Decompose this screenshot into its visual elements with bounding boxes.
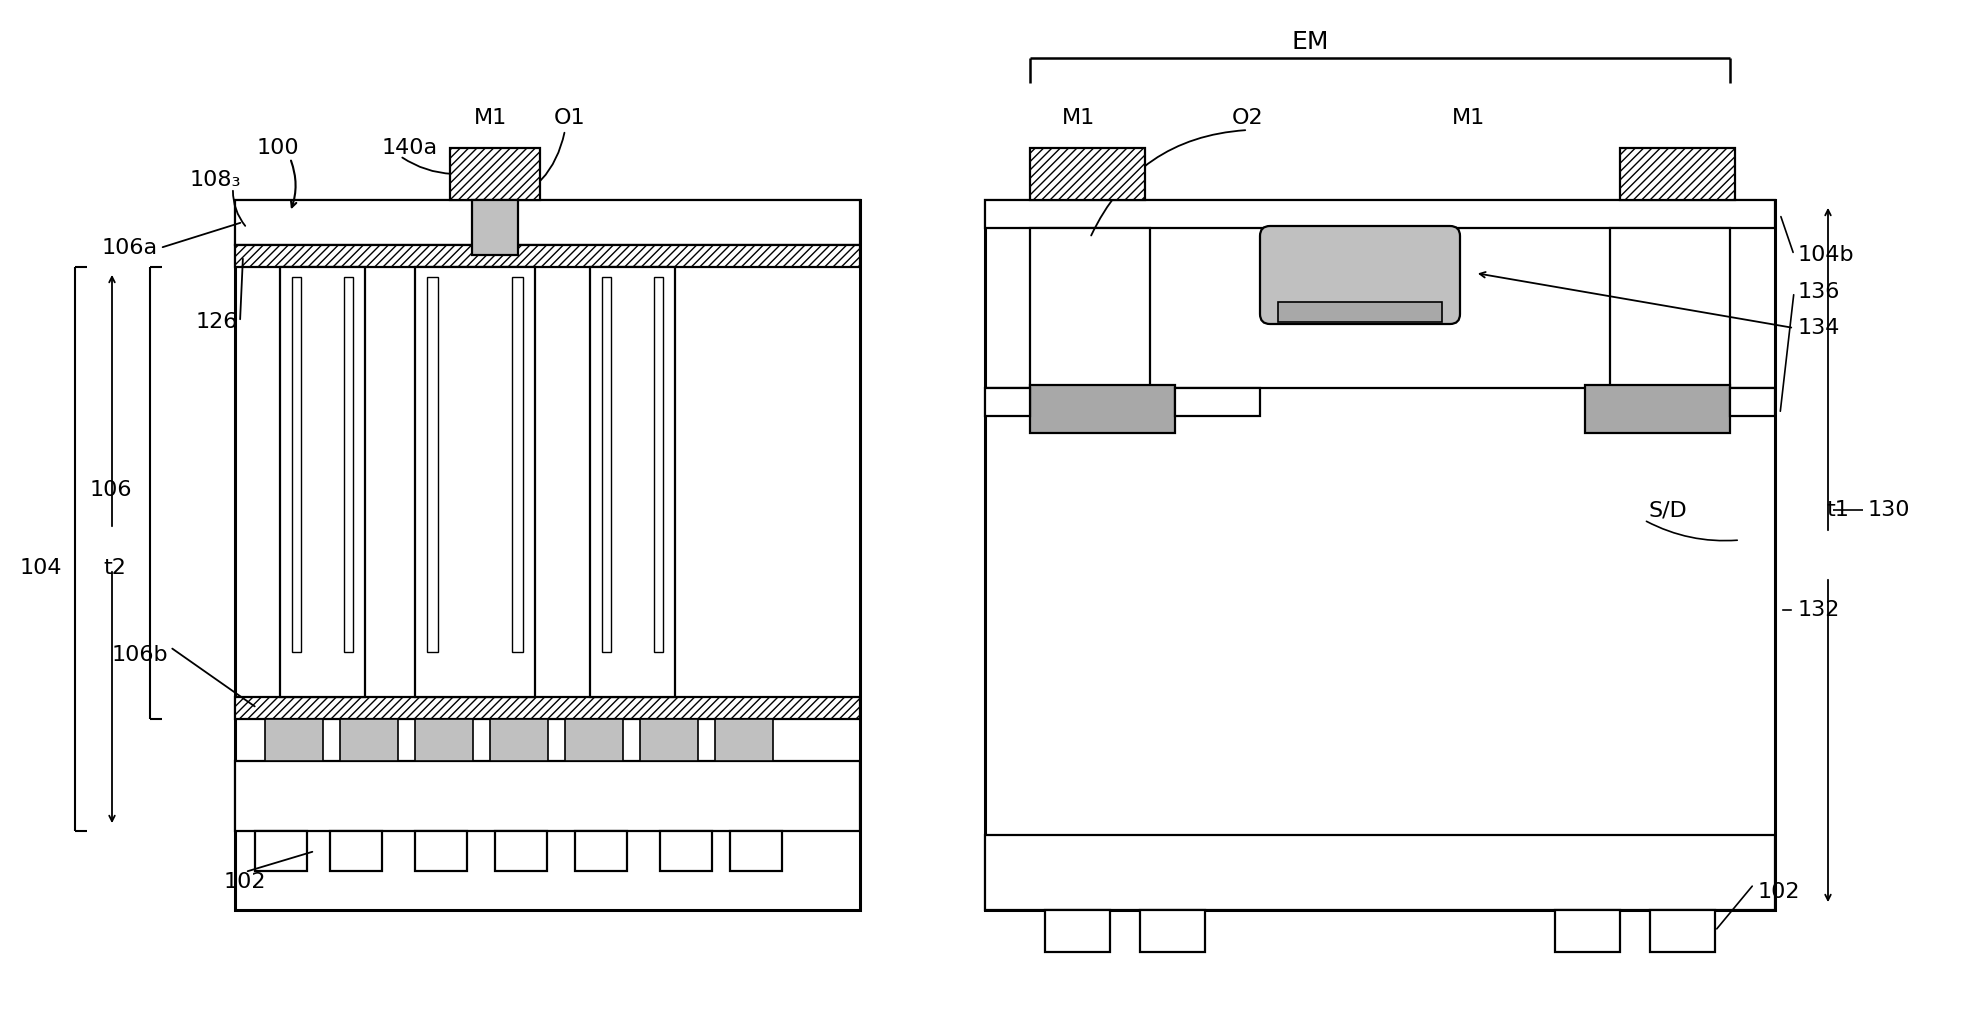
Bar [415, 267, 534, 697]
Bar [1279, 302, 1442, 322]
Bar [473, 200, 518, 255]
Bar [564, 719, 624, 761]
Text: 102: 102 [224, 872, 266, 892]
Bar [1039, 232, 1142, 384]
Bar [1585, 385, 1730, 433]
Bar [264, 719, 324, 761]
Bar [427, 277, 439, 652]
Bar [653, 277, 663, 652]
Text: 106: 106 [89, 480, 131, 500]
Bar [985, 388, 1031, 416]
Bar [415, 831, 467, 871]
Bar [602, 277, 612, 652]
Bar [512, 277, 522, 652]
Bar [280, 267, 365, 697]
Bar [1045, 910, 1110, 952]
Bar [1611, 228, 1730, 388]
Text: O2: O2 [1231, 108, 1263, 128]
Text: 132: 132 [1797, 600, 1841, 620]
Text: O1: O1 [554, 108, 586, 128]
Bar [985, 835, 1775, 910]
Text: 134: 134 [1797, 318, 1841, 338]
Bar [234, 697, 860, 719]
Bar [234, 761, 860, 831]
Bar [731, 831, 782, 871]
Bar [715, 719, 773, 761]
Text: 106a: 106a [101, 238, 159, 258]
Text: S/D: S/D [1648, 500, 1686, 520]
Bar [234, 200, 860, 910]
Bar [985, 200, 1775, 910]
Bar [576, 831, 628, 871]
Text: M1: M1 [1452, 108, 1486, 128]
Bar [292, 277, 302, 652]
Bar [590, 267, 675, 697]
Bar [1140, 910, 1206, 952]
Bar [451, 148, 540, 200]
Text: t1: t1 [1827, 500, 1849, 520]
Bar [1621, 148, 1736, 200]
Bar [1176, 388, 1259, 416]
Bar [491, 719, 548, 761]
Text: M1: M1 [1061, 108, 1094, 128]
Bar [234, 200, 860, 245]
Bar [639, 719, 697, 761]
Bar [1619, 232, 1722, 384]
Text: 104b: 104b [1797, 245, 1855, 265]
Text: EM: EM [1291, 30, 1329, 54]
Bar [1031, 385, 1176, 433]
Bar [340, 719, 397, 761]
Bar [985, 200, 1775, 228]
FancyBboxPatch shape [1259, 226, 1460, 324]
Bar [254, 831, 308, 871]
Text: 140a: 140a [381, 138, 439, 158]
Text: 100: 100 [256, 138, 300, 158]
Bar [415, 719, 473, 761]
Bar [330, 831, 381, 871]
Text: 130: 130 [1869, 500, 1911, 520]
Text: 106b: 106b [111, 645, 169, 665]
Bar [659, 831, 713, 871]
Text: t2: t2 [103, 558, 127, 578]
Bar [1031, 148, 1146, 200]
Text: 102: 102 [1758, 882, 1801, 902]
Bar [495, 831, 546, 871]
Bar [344, 277, 354, 652]
Bar [1730, 388, 1775, 416]
Text: M1: M1 [473, 108, 506, 128]
Text: 108₃: 108₃ [189, 170, 240, 190]
Bar [1650, 910, 1716, 952]
Bar [234, 245, 860, 267]
Text: 136: 136 [1797, 282, 1841, 302]
Bar [1555, 910, 1621, 952]
Bar [1031, 228, 1150, 388]
Text: 126: 126 [197, 312, 238, 332]
Text: 104: 104 [20, 558, 62, 578]
